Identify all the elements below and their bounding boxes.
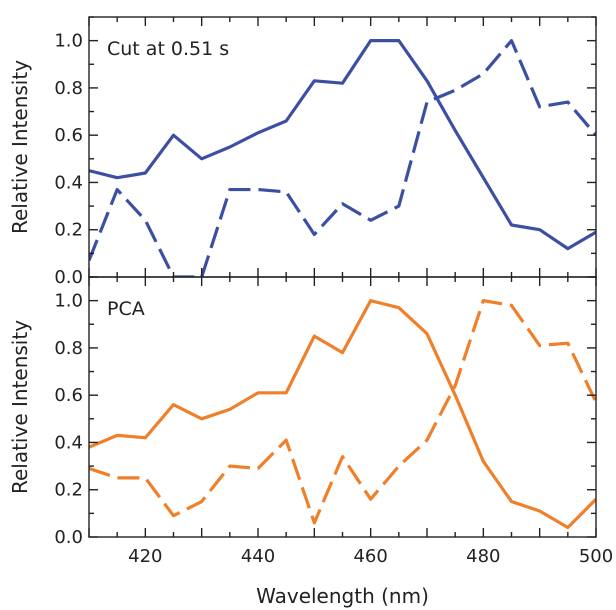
panel-bottom: 0.0 0.2 0.4 0.6 0.8 1.0 420 440 460 480 500 Relativ… (8, 276, 613, 567)
y-tick-label: 0.0 (54, 527, 83, 548)
y-tick-label: 0.6 (54, 385, 83, 406)
panel-top: 0.0 0.2 0.4 0.6 0.8 1.0 Relative Intensity Cut … (8, 16, 597, 288)
y-tick-label: 0.2 (54, 220, 83, 241)
panel-annotation: PCA (107, 298, 145, 320)
y-tick-label: 1.0 (54, 291, 83, 312)
y-axis-label: Relative Intensity (8, 60, 32, 234)
panel-annotation: Cut at 0.51 s (107, 38, 229, 60)
series-line-solid (89, 39, 596, 251)
x-tick-label: 500 (579, 546, 613, 567)
y-tick-label: 0.2 (54, 480, 83, 501)
series-line-dashed (89, 299, 596, 525)
y-tick-label: 0.8 (54, 78, 83, 99)
y-tick-label: 0.4 (54, 432, 83, 453)
y-tick-label: 0.0 (54, 267, 83, 288)
series-line-solid (89, 299, 596, 530)
x-tick-label: 420 (128, 546, 162, 567)
y-tick-label: 1.0 (54, 31, 83, 52)
x-axis-label: Wavelength (nm) (256, 584, 429, 608)
y-tick-label: 0.8 (54, 338, 83, 359)
x-tick-label: 460 (353, 546, 387, 567)
x-tick-label: 440 (241, 546, 275, 567)
y-tick-label: 0.6 (54, 125, 83, 146)
x-tick-label: 480 (466, 546, 500, 567)
series-line-dashed (89, 39, 596, 277)
y-tick-label: 0.4 (54, 172, 83, 193)
y-axis-label: Relative Intensity (8, 320, 32, 494)
